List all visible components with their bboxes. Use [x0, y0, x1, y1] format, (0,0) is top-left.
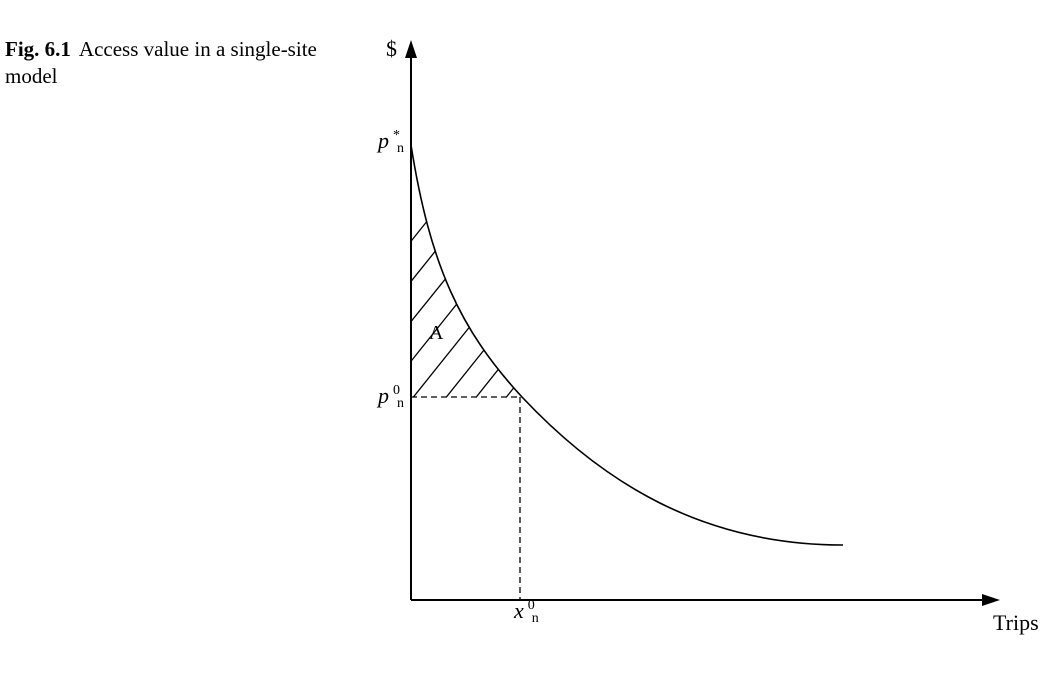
- figure-caption-text: Access value in a single-site model: [5, 37, 317, 88]
- demand-curve: [410, 144, 844, 546]
- y-axis-label: $: [386, 36, 397, 61]
- price-sub: n: [397, 396, 404, 411]
- choke-price-sup: *: [393, 128, 400, 143]
- figure-label: Fig. 6.1: [5, 37, 71, 61]
- figure-caption: Fig. 6.1 Access value in a single-site mo…: [5, 36, 325, 90]
- quantity-base: x: [513, 598, 524, 623]
- quantity-label: x 0 n: [513, 596, 539, 626]
- area-a-label: A: [429, 322, 444, 344]
- price-sup: 0: [393, 383, 400, 398]
- choke-price-label: p * n: [376, 126, 404, 156]
- quantity-sup: 0: [528, 598, 535, 613]
- quantity-sub: n: [532, 611, 539, 626]
- price-base: p: [376, 383, 389, 408]
- choke-price-sub: n: [397, 141, 404, 156]
- price-label: p 0 n: [376, 381, 404, 411]
- x-axis-label: Trips: [993, 610, 1039, 635]
- choke-price-base: p: [376, 128, 389, 153]
- x-axis-arrowhead: [982, 594, 1000, 606]
- y-axis-arrowhead: [405, 40, 417, 58]
